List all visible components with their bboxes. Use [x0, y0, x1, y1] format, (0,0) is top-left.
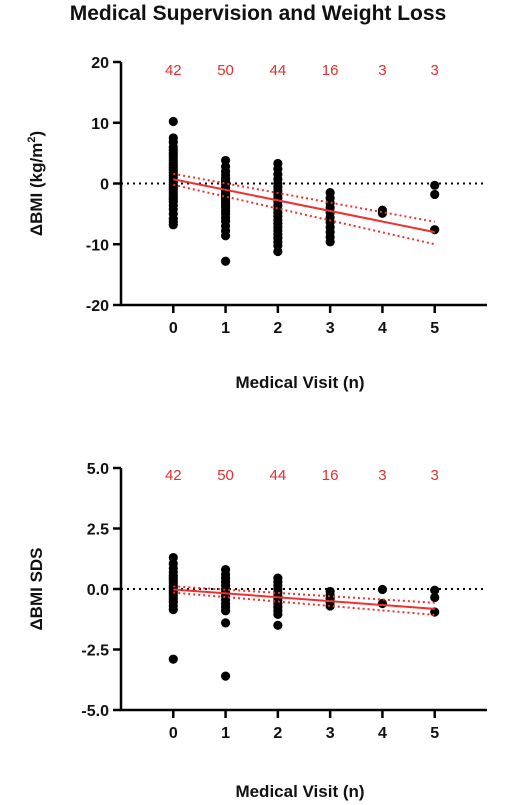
y-tick-label: 2.5: [87, 522, 109, 539]
group-count-label: 3: [378, 62, 386, 79]
data-point: [168, 654, 178, 664]
x-tick-label: 3: [326, 725, 335, 742]
data-point: [273, 609, 283, 620]
data-point: [430, 592, 440, 603]
data-point: [220, 231, 231, 241]
x-axis-label: Medical Visit (n): [235, 373, 364, 392]
data-point: [430, 585, 440, 595]
x-tick-label: 4: [378, 320, 387, 337]
group-count-label: 44: [270, 467, 287, 484]
group-count-label: 3: [431, 62, 439, 79]
y-tick-label: -2.5: [81, 643, 109, 660]
group-count-label: 50: [217, 467, 234, 484]
group-count-label: 42: [165, 467, 182, 484]
page-title: Medical Supervision and Weight Loss: [69, 2, 447, 25]
y-axis-label: ΔBMI SDS: [27, 547, 46, 630]
y-tick-label: -5.0: [81, 703, 109, 720]
chart-bmi-sds: 5.0 2.5 0.0 -2.5 -5.0 0 1 2 3 4 5 42 50 44 16 3 3 Medical…: [27, 461, 487, 801]
x-tick-label: 2: [273, 725, 282, 742]
ci-upper-line: [173, 585, 435, 604]
data-point: [273, 246, 283, 257]
ci-upper-line: [173, 172, 435, 223]
y-tick-label: 0: [100, 177, 109, 194]
x-tick-label: 2: [273, 320, 282, 337]
x-tick-label: 4: [378, 725, 387, 742]
data-point: [168, 116, 178, 127]
data-point: [430, 180, 440, 190]
group-count-label: 50: [217, 62, 234, 79]
data-point: [325, 601, 335, 611]
x-axis-label: Medical Visit (n): [235, 782, 364, 801]
data-point: [325, 237, 335, 247]
x-tick-label: 1: [221, 725, 230, 742]
x-tick-label: 5: [430, 725, 439, 742]
group-count-label: 16: [322, 467, 339, 484]
group-count-label: 3: [378, 467, 386, 484]
x-tick-label: 5: [430, 320, 439, 337]
group-count-label: 44: [270, 62, 287, 79]
x-tick-label: 3: [326, 320, 335, 337]
data-point: [430, 189, 440, 200]
data-point: [220, 618, 231, 628]
data-point: [430, 225, 440, 235]
data-point: [220, 671, 231, 681]
data-point: [220, 256, 231, 266]
y-tick-label: 0.0: [87, 582, 109, 599]
x-tick-label: 0: [169, 725, 178, 742]
group-count-label: 16: [322, 62, 339, 79]
y-tick-label: 20: [91, 55, 109, 72]
data-point: [168, 604, 178, 615]
fit-line: [173, 178, 435, 234]
ci-lower-line: [173, 591, 435, 616]
x-tick-label: 1: [221, 320, 230, 337]
y-axis-label: ΔBMI (kg/m2): [26, 131, 46, 236]
x-tick-label: 0: [169, 320, 178, 337]
chart-bmi: 20 10 0 -10 -20 0 1 2 3 4 5 42 50 44 16 3 3 Medical Visit…: [26, 55, 487, 392]
group-count-label: 42: [165, 62, 182, 79]
group-count-label: 3: [431, 467, 439, 484]
data-point: [377, 584, 388, 595]
fit-line: [173, 588, 435, 610]
y-tick-label: 5.0: [87, 461, 109, 478]
y-tick-label: -20: [86, 298, 109, 315]
data-point: [220, 606, 231, 616]
y-tick-label: 10: [91, 116, 109, 133]
data-point: [168, 220, 178, 230]
y-tick-label: -10: [86, 237, 109, 254]
data-point: [273, 620, 283, 630]
